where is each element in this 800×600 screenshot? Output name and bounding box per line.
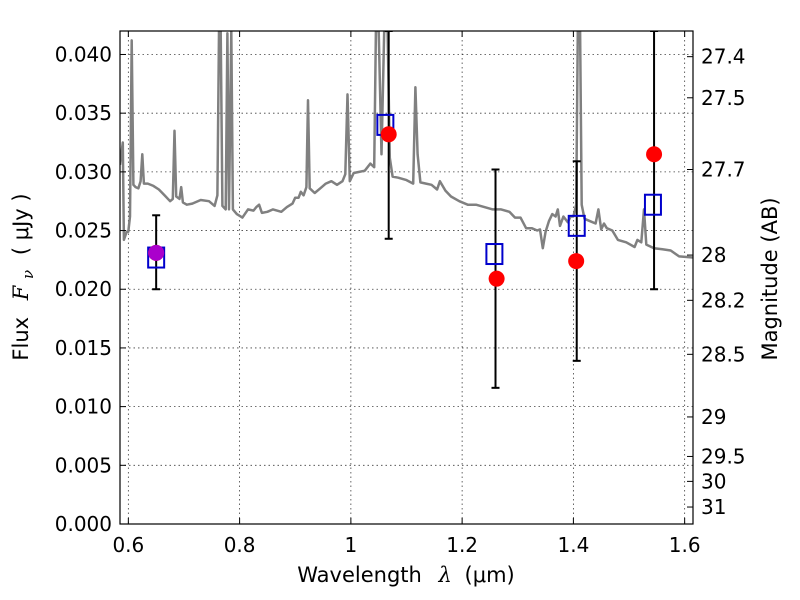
y2-tick-label: 29: [701, 405, 726, 429]
y2-tick-label: 29.5: [701, 444, 746, 468]
measured-flux-marker: [488, 270, 505, 287]
y-axis-label: Flux F ν ( μJy ): [9, 193, 38, 360]
y-axis-label-unit: ( μJy ): [9, 193, 33, 255]
ticks: [120, 31, 693, 525]
y-tick-label: 0.000: [55, 512, 112, 536]
y-axis-label-text: Flux: [9, 317, 33, 361]
y2-tick-label: 27.4: [701, 45, 746, 69]
y-tick-label: 0.035: [55, 101, 112, 125]
model-square-marker: [567, 214, 586, 237]
y2-tick-label: 31: [701, 495, 726, 519]
x-tick-label: 0.8: [224, 533, 256, 557]
y2-tick-label: 27.5: [701, 86, 746, 110]
y-axis-label-symbol: F: [9, 284, 33, 301]
measured-flux-marker: [380, 126, 397, 143]
y-axis-label-subscript: ν: [19, 270, 37, 279]
x-tick-label: 1: [345, 533, 358, 557]
y-tick-label: 0.010: [55, 395, 112, 419]
highlight-marker: [148, 244, 165, 261]
tick-labels: 0.6 0.8 1 1.2 1.4 1.6 0.000 0.005 0.010 0.015 0.02…: [55, 42, 746, 557]
x-axis-label-unit: (μm): [465, 563, 515, 587]
x-tick-label: 1.4: [557, 533, 589, 557]
measured-flux-marker: [646, 146, 663, 163]
marker-layer: [147, 31, 663, 389]
y-tick-label: 0.030: [55, 160, 112, 184]
x-axis-label-symbol: λ: [438, 563, 452, 587]
y2-tick-label: 30: [701, 469, 726, 493]
y2-tick-label: 28.2: [701, 288, 746, 312]
x-axis-label: Wavelength λ (μm): [297, 563, 514, 587]
x-axis-label-text: Wavelength: [297, 563, 422, 587]
y-tick-label: 0.015: [55, 336, 112, 360]
model-square-marker: [485, 243, 504, 266]
model-square-marker: [643, 193, 662, 216]
y2-tick-label: 28: [701, 243, 726, 267]
plot-frame: [119, 30, 694, 525]
x-tick-label: 1.2: [446, 533, 478, 557]
y-tick-label: 0.020: [55, 277, 112, 301]
y-tick-label: 0.005: [55, 453, 112, 477]
measured-flux-marker: [568, 253, 585, 270]
x-tick-label: 1.6: [669, 533, 701, 557]
x-tick-label: 0.6: [112, 533, 144, 557]
y2-tick-label: 28.5: [701, 342, 746, 366]
y2-tick-label: 27.7: [701, 157, 746, 181]
y-tick-label: 0.040: [55, 42, 112, 66]
grid: [120, 31, 693, 524]
y2-axis-label: Magnitude (AB): [758, 197, 782, 360]
y-tick-label: 0.025: [55, 219, 112, 243]
